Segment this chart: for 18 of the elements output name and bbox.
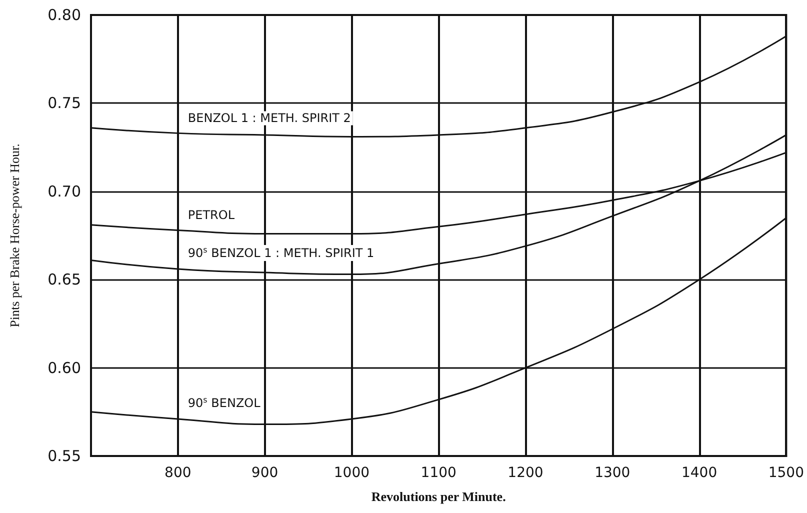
x-tick-label: 800 <box>164 465 192 481</box>
x-tick-label: 1400 <box>681 465 718 481</box>
series-label: BENZOL 1 : METH. SPIRIT 2 <box>188 111 351 126</box>
x-tick-label: 1200 <box>508 465 544 481</box>
x-tick-label: 1100 <box>420 465 456 481</box>
y-tick-label: 0.55 <box>48 447 81 465</box>
y-tick-label: 0.60 <box>48 358 81 377</box>
x-tick-label: 1500 <box>768 465 804 481</box>
y-tick-label: 0.70 <box>48 182 81 200</box>
x-tick-label: 900 <box>251 465 278 481</box>
x-tick-label: 1300 <box>594 465 630 481</box>
y-tick-label: 0.65 <box>48 270 81 289</box>
x-axis-title: Revolutions per Minute. <box>371 489 506 504</box>
y-tick-label: 0.75 <box>48 94 81 112</box>
x-tick-label: 1000 <box>334 465 370 481</box>
y-tick-label: 0.80 <box>48 6 81 24</box>
series-label: PETROL <box>188 208 235 222</box>
y-axis-title: Pints per Brake Horse-power Hour. <box>7 144 22 328</box>
